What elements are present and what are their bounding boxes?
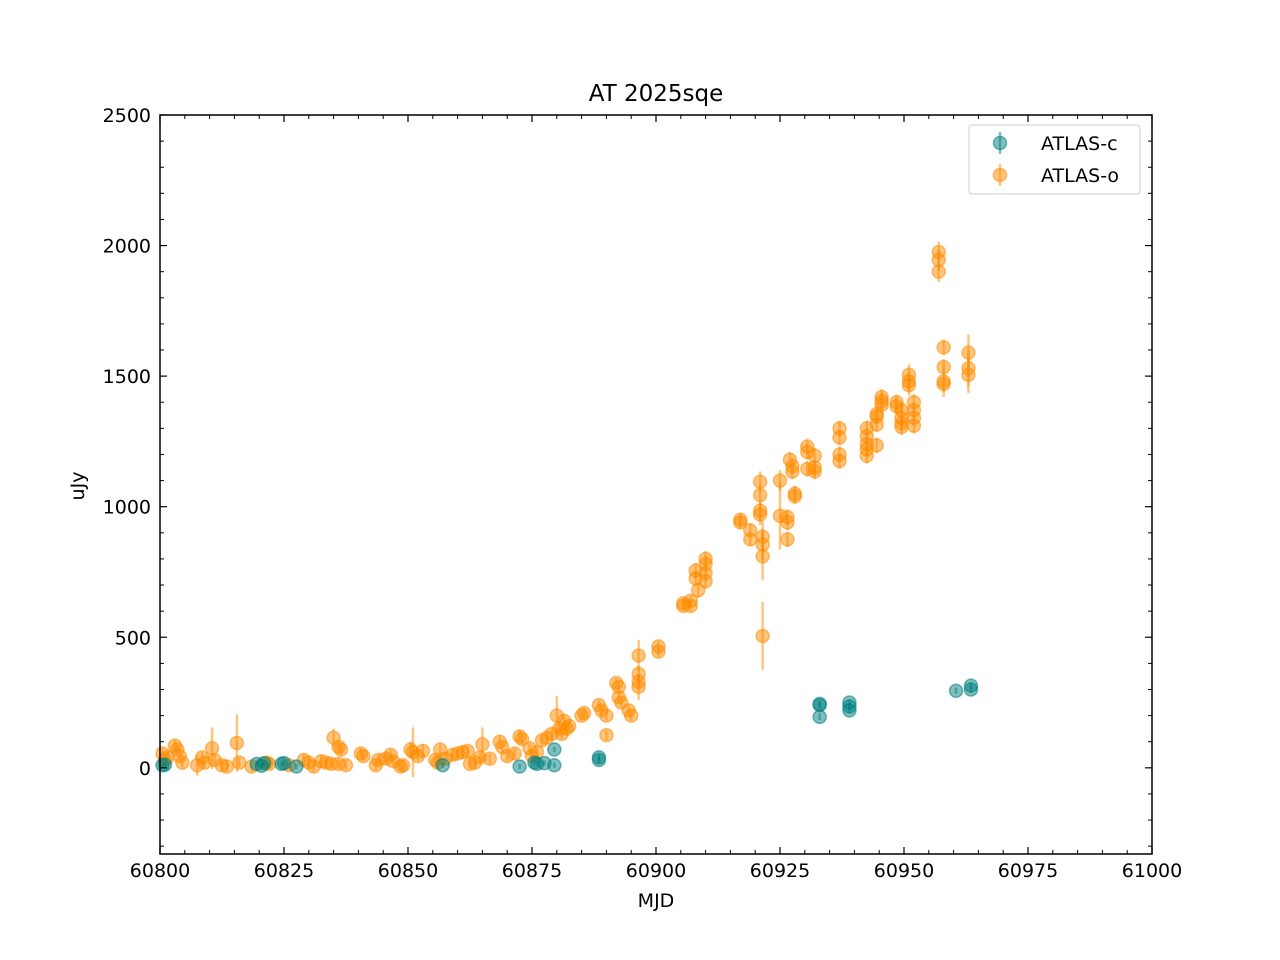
data-point (948, 683, 964, 699)
x-tick-label: 60950 (874, 860, 934, 882)
x-tick-label: 60825 (254, 860, 314, 882)
legend-markers (992, 132, 1008, 186)
data-point (175, 755, 190, 770)
data-point (832, 453, 847, 469)
data-point (755, 628, 770, 644)
data-point (333, 742, 349, 757)
x-tick-label: 60900 (626, 860, 686, 882)
data-point (229, 735, 245, 751)
legend: ATLAS-c ATLAS-o (968, 124, 1141, 195)
data-point (475, 737, 490, 752)
legend-frame (968, 124, 1141, 195)
data-point (733, 515, 748, 530)
series-atlas-c (155, 678, 979, 774)
x-tick-label: 60875 (502, 860, 562, 882)
data-point (395, 757, 411, 773)
data-point (859, 448, 875, 464)
data-point (460, 743, 475, 759)
ticks-layer: 60800 60825 60850 60875 60900 60925 60950 60975… (103, 105, 1183, 882)
data-point (812, 696, 827, 712)
data-point (874, 397, 889, 413)
data-point (289, 759, 304, 774)
x-tick-label: 61000 (1122, 860, 1182, 882)
data-point (869, 417, 884, 432)
legend-label-atlas-c: ATLAS-c (1041, 133, 1118, 155)
data-point (256, 755, 272, 771)
data-point (683, 598, 698, 614)
data-point (547, 742, 562, 757)
data-point (807, 464, 822, 479)
x-tick-label: 60850 (378, 860, 438, 882)
x-axis-label: MJD (638, 890, 675, 912)
data-point (599, 708, 614, 723)
data-point (232, 755, 247, 770)
data-point (936, 376, 951, 392)
data-point (482, 751, 498, 766)
legend-marker (992, 167, 1008, 183)
data-point (415, 743, 431, 759)
data-point (356, 748, 371, 764)
data-point (963, 678, 979, 693)
data-point (651, 644, 666, 659)
y-tick-label: 1500 (103, 366, 151, 388)
data-point (561, 718, 577, 734)
data-point (752, 487, 768, 503)
data-point (961, 367, 976, 383)
y-tick-label: 1000 (103, 497, 151, 519)
y-tick-label: 0 (139, 758, 151, 780)
data-point (931, 264, 946, 279)
data-point (204, 740, 220, 756)
x-tick-label: 60925 (750, 860, 810, 882)
data-point (869, 438, 884, 453)
data-point (507, 746, 522, 761)
data-point (742, 532, 758, 547)
series-atlas-o (155, 241, 976, 777)
data-point (631, 648, 646, 663)
data-point (842, 703, 857, 718)
chart-title: AT 2025sqe (589, 81, 724, 107)
data-point (936, 340, 951, 355)
x-tick-label: 60975 (998, 860, 1058, 882)
y-axis-label: uJy (67, 472, 89, 501)
data-point (906, 418, 922, 433)
data-point (219, 759, 235, 774)
data-point (698, 573, 713, 589)
data-point (435, 757, 450, 773)
x-tick-label: 60800 (130, 860, 190, 882)
data-point (591, 752, 607, 768)
y-tick-label: 500 (115, 627, 151, 649)
data-point (547, 757, 562, 773)
data-point (338, 757, 354, 773)
legend-marker (992, 135, 1008, 151)
data-point (752, 507, 768, 522)
data-point (894, 419, 909, 435)
legend-label-atlas-o: ATLAS-o (1041, 165, 1119, 187)
y-tick-label: 2000 (103, 236, 151, 258)
data-point (832, 430, 847, 445)
data-point (901, 378, 917, 393)
data-point (780, 532, 795, 547)
data-point (785, 464, 800, 479)
data-point (812, 709, 827, 725)
data-point (755, 549, 770, 564)
plot-frame (159, 114, 1153, 855)
data-point (512, 759, 527, 774)
data-point (787, 489, 803, 504)
data-point (276, 755, 292, 771)
data-point (599, 727, 614, 743)
data-point (623, 708, 639, 723)
data-layer (155, 241, 979, 777)
data-point (631, 679, 646, 695)
data-point (576, 705, 592, 721)
y-tick-label: 2500 (103, 105, 151, 127)
data-point (780, 515, 795, 530)
